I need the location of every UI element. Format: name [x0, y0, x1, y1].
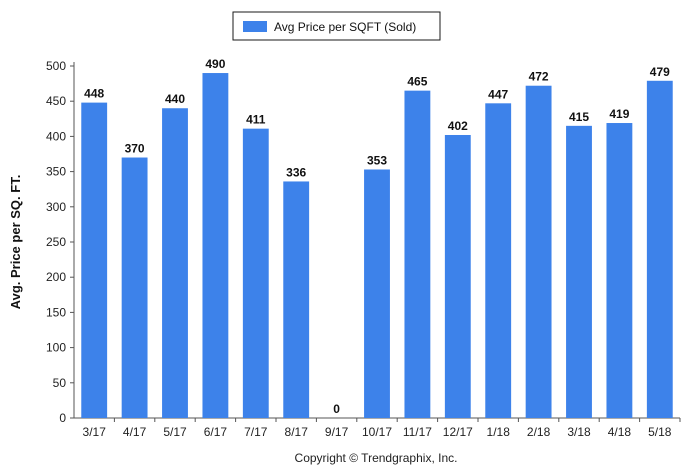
y-axis-ticks: 0 50 100 150 200 250 300 350 400 450 500	[46, 59, 74, 425]
bar	[606, 123, 633, 419]
legend-box	[232, 11, 441, 41]
legend-swatch	[243, 21, 267, 32]
bar	[364, 169, 390, 418]
bar	[646, 80, 673, 418]
x-tick-label: 4/17	[123, 425, 147, 439]
x-tick-label: 12/17	[443, 425, 473, 439]
data-label: 440	[165, 92, 185, 106]
bar	[444, 134, 471, 418]
x-tick-label: 7/17	[244, 425, 268, 439]
y-tick-label: 500	[46, 59, 66, 73]
data-label: 411	[246, 113, 266, 127]
legend: Avg Price per SQFT (Sold)	[232, 11, 441, 41]
bar	[162, 108, 188, 419]
y-tick-label: 250	[46, 235, 66, 249]
bar	[283, 181, 310, 418]
y-tick-label: 150	[46, 305, 66, 319]
y-tick-label: 450	[46, 94, 66, 108]
x-tick-label: 11/17	[403, 425, 432, 439]
y-tick-label: 0	[59, 411, 66, 425]
bars	[81, 73, 673, 419]
bar	[404, 90, 431, 418]
x-tick-label: 1/18	[487, 425, 511, 439]
data-label: 472	[529, 70, 549, 84]
bar	[121, 157, 148, 418]
data-label: 353	[367, 153, 387, 167]
x-tick-label: 3/18	[567, 425, 591, 439]
y-tick-label: 350	[46, 165, 66, 179]
y-tick-label: 400	[46, 129, 66, 143]
x-tick-label: 5/17	[163, 425, 187, 439]
y-tick-label: 100	[46, 341, 66, 355]
x-axis-ticks: 3/17 4/17 5/17 6/17 7/17 8/17 9/17 10/17 11/17 12…	[83, 418, 681, 439]
x-tick-label: 2/18	[527, 425, 551, 439]
data-label: 490	[205, 57, 225, 71]
x-tick-label: 9/17	[325, 425, 349, 439]
x-tick-label: 3/17	[83, 425, 107, 439]
x-tick-label: 4/18	[608, 425, 632, 439]
data-labels: 448 370 440 490 411 336 0 353 465 402 447 472 415 419…	[84, 57, 670, 416]
bar	[525, 85, 552, 418]
x-tick-label: 6/17	[204, 425, 228, 439]
y-tick-label: 50	[53, 376, 67, 390]
data-label: 448	[84, 87, 104, 101]
bar	[242, 128, 269, 418]
y-tick-label: 200	[46, 270, 66, 284]
data-label: 336	[286, 165, 306, 179]
bar	[81, 102, 108, 418]
legend-label: Avg Price per SQFT (Sold)	[274, 20, 416, 34]
y-tick-label: 300	[46, 200, 66, 214]
y-axis-title: Avg. Price per SQ. FT.	[8, 175, 23, 310]
bar	[485, 103, 512, 418]
x-tick-label: 10/17	[362, 425, 392, 439]
data-label: 479	[650, 65, 670, 79]
bar	[202, 73, 229, 418]
data-label: 402	[448, 119, 468, 133]
x-tick-label: 5/18	[648, 425, 672, 439]
copyright-text: Copyright © Trendgraphix, Inc.	[295, 451, 458, 465]
data-label: 419	[609, 107, 629, 121]
data-label: 415	[569, 110, 589, 124]
data-label: 447	[488, 87, 508, 101]
data-label: 370	[125, 142, 145, 156]
data-label: 0	[333, 402, 340, 416]
x-tick-label: 8/17	[285, 425, 309, 439]
data-label: 465	[407, 75, 427, 89]
bar	[566, 125, 592, 418]
